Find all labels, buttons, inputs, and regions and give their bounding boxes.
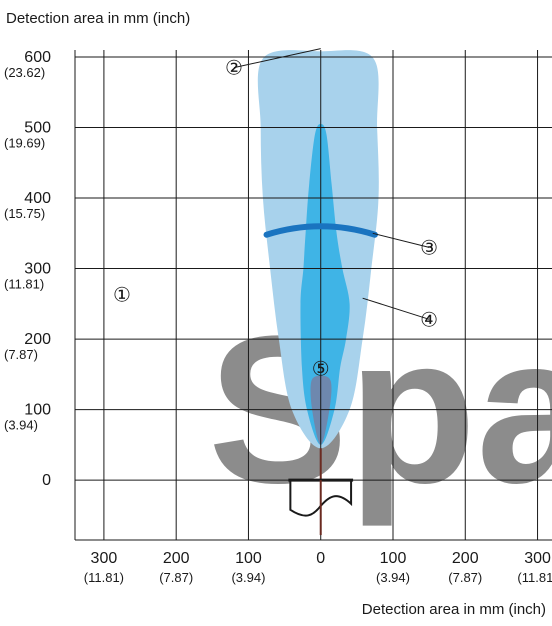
detection-arc <box>263 223 378 238</box>
callout-label: ② <box>225 56 243 80</box>
callouts-layer: ① ② ③ ④ ⑤ <box>113 48 438 381</box>
x-tick-sublabel: (11.81) <box>84 570 124 585</box>
callout-leader <box>372 232 430 248</box>
y-tick-label: 400 <box>24 190 51 207</box>
x-tick-label: 200 <box>163 550 190 567</box>
y-tick-sublabel: (15.75) <box>4 206 45 221</box>
callout-label: ③ <box>420 235 438 259</box>
arc-layer <box>263 223 378 238</box>
y-tick-sublabel: (11.81) <box>4 277 44 292</box>
x-tick-sublabel: (3.94) <box>376 570 410 585</box>
x-tick-sublabel: (11.81) <box>517 570 552 585</box>
x-tick-label: 200 <box>452 550 479 567</box>
x-tick-label: 300 <box>91 550 118 567</box>
y-tick-label: 300 <box>24 261 51 278</box>
regions-layer <box>257 50 379 449</box>
x-tick-sublabel: (7.87) <box>159 570 193 585</box>
x-tick-label: 100 <box>235 550 262 567</box>
callout-leader <box>233 48 321 69</box>
y-tick-sublabel: (3.94) <box>4 418 38 433</box>
x-axis-title: Detection area in mm (inch) <box>362 601 546 618</box>
y-tick-sublabel: (7.87) <box>4 347 38 362</box>
x-tick-label: 100 <box>380 550 407 567</box>
x-tick-sublabel: (3.94) <box>231 570 265 585</box>
x-tick-sublabel: (7.87) <box>448 570 482 585</box>
y-tick-label: 100 <box>24 402 51 419</box>
sensor-layer <box>288 448 354 536</box>
y-axis-title: Detection area in mm (inch) <box>6 10 190 27</box>
callout-leader <box>362 297 430 320</box>
callout-label: ① <box>113 283 131 307</box>
x-tick-label: 0 <box>316 550 325 567</box>
callout-label: ④ <box>420 307 438 331</box>
y-tick-sublabel: (23.62) <box>4 65 45 80</box>
grid-layer <box>74 50 552 541</box>
region-inner <box>300 124 350 445</box>
y-tick-label: 600 <box>24 49 51 66</box>
ticks-layer: 600(23.62)500(19.69)400(15.75)300(11.81)… <box>4 49 552 585</box>
y-tick-label: 200 <box>24 331 51 348</box>
x-tick-label: 300 <box>524 550 551 567</box>
y-tick-label: 500 <box>24 120 51 137</box>
callout-label: ⑤ <box>312 357 330 381</box>
y-tick-sublabel: (19.69) <box>4 136 45 151</box>
y-tick-label: 0 <box>42 472 51 489</box>
